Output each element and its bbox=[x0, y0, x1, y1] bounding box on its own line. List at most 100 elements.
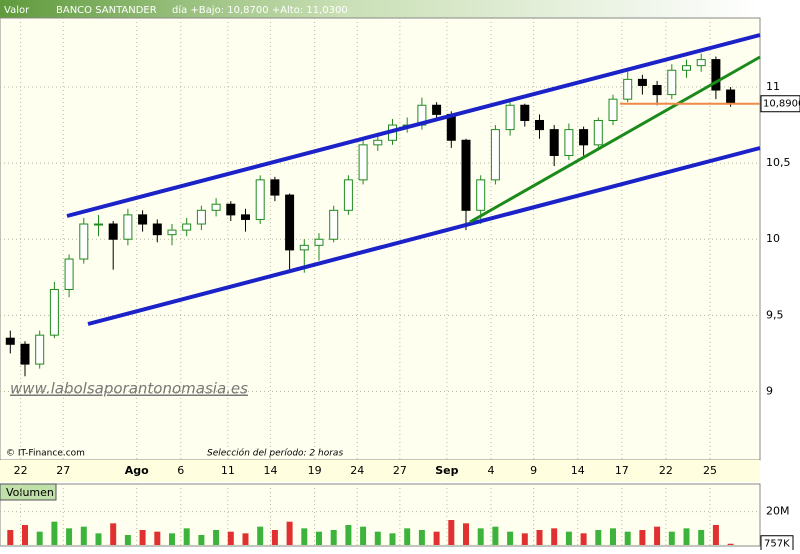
volume-bar bbox=[683, 528, 690, 545]
y-tick-label: 9,5 bbox=[766, 308, 784, 321]
volume-bar bbox=[448, 520, 455, 545]
volume-bar bbox=[624, 531, 631, 545]
y-tick-label: 11 bbox=[766, 80, 780, 93]
candle-body bbox=[93, 223, 103, 226]
volume-title: Volumen bbox=[6, 486, 54, 499]
candle-body bbox=[667, 69, 677, 96]
volume-bar bbox=[712, 525, 719, 545]
volume-bar bbox=[654, 526, 661, 545]
volume-bar bbox=[213, 530, 220, 545]
period: Selección del período: 2 horas bbox=[207, 448, 343, 459]
candle-body bbox=[108, 223, 118, 240]
x-tick-label: 22 bbox=[659, 464, 673, 477]
candle-body bbox=[681, 65, 691, 71]
candle-body bbox=[123, 214, 133, 240]
volume-bar bbox=[345, 525, 352, 545]
header-info: día +Bajo: 10,8700 +Alto: 11,0300 bbox=[172, 4, 348, 16]
volume-bar bbox=[698, 530, 705, 545]
volume-bar bbox=[7, 530, 14, 545]
x-tick-label: 19 bbox=[308, 464, 322, 477]
x-tick-label: 27 bbox=[393, 464, 407, 477]
candle-body bbox=[476, 179, 486, 211]
candle-body bbox=[299, 244, 309, 251]
candle-body bbox=[240, 214, 250, 220]
x-tick-label: 24 bbox=[350, 464, 364, 477]
x-axis-strip bbox=[0, 460, 760, 482]
candle-body bbox=[182, 223, 192, 231]
volume-bar bbox=[551, 528, 558, 545]
volume-bar bbox=[360, 526, 367, 545]
candle-body bbox=[64, 258, 74, 290]
volume-header bbox=[0, 483, 57, 501]
x-tick-label: 6 bbox=[177, 464, 184, 477]
candle-body bbox=[593, 119, 603, 146]
volume-bar bbox=[36, 531, 43, 545]
volume-bar bbox=[95, 533, 102, 545]
candle-body bbox=[285, 194, 295, 251]
trend-line bbox=[87, 146, 761, 326]
candle-body bbox=[167, 229, 177, 236]
y-tick-label: 10,5 bbox=[766, 156, 791, 169]
x-tick-label: 27 bbox=[56, 464, 70, 477]
volume-bar bbox=[389, 533, 396, 545]
candle-body bbox=[726, 89, 736, 105]
trend-lines bbox=[66, 33, 761, 326]
y-tick-label: 9 bbox=[766, 384, 773, 397]
volume-bar bbox=[242, 533, 249, 545]
volume-bar bbox=[80, 526, 87, 545]
candle-body bbox=[20, 343, 30, 365]
volume-bar bbox=[21, 525, 28, 545]
candle-body bbox=[49, 288, 59, 336]
volume-bar bbox=[418, 530, 425, 545]
candle-body bbox=[373, 139, 383, 146]
volume-bar bbox=[404, 528, 411, 545]
last-price-box bbox=[760, 95, 800, 113]
candle-body bbox=[358, 144, 368, 181]
candle-body bbox=[520, 104, 530, 121]
x-tick-label: 11 bbox=[221, 464, 235, 477]
candle-body bbox=[711, 59, 721, 91]
candle-body bbox=[226, 203, 236, 216]
header-bar bbox=[0, 0, 760, 18]
volume-bar bbox=[492, 526, 499, 545]
volume-bar bbox=[609, 528, 616, 545]
last-price-label: 10,8900 bbox=[763, 99, 800, 110]
candle-body bbox=[505, 104, 515, 131]
candle-body bbox=[314, 238, 324, 246]
x-tick-label: 22 bbox=[14, 464, 28, 477]
volume-bar bbox=[507, 531, 514, 545]
candle-body bbox=[270, 179, 280, 196]
candle-body bbox=[534, 119, 544, 131]
candle-body bbox=[579, 129, 589, 146]
candle-body bbox=[623, 78, 633, 100]
candle-body bbox=[343, 179, 353, 211]
candle-body bbox=[549, 129, 559, 157]
volume-bar bbox=[168, 533, 175, 545]
x-tick-label: Ago bbox=[125, 464, 149, 477]
volume-bar bbox=[477, 528, 484, 545]
volume-bar bbox=[595, 530, 602, 545]
volume-bar bbox=[257, 526, 264, 545]
volume-bar bbox=[536, 530, 543, 545]
x-tick-label: 14 bbox=[263, 464, 277, 477]
volume-bar bbox=[462, 523, 469, 545]
candle-body bbox=[255, 179, 265, 220]
candle-body bbox=[564, 129, 574, 157]
x-tick-label: 17 bbox=[615, 464, 629, 477]
volume-bar bbox=[374, 531, 381, 545]
volume-bar bbox=[580, 533, 587, 545]
candle-body bbox=[461, 139, 471, 211]
candle-body bbox=[5, 337, 15, 345]
volume-last-label: 757K bbox=[764, 539, 790, 550]
volume-bar bbox=[565, 531, 572, 545]
watermark: www.labolsaporantonomasia.es bbox=[10, 380, 248, 398]
header-name: BANCO SANTANDER bbox=[56, 5, 157, 16]
candle-body bbox=[196, 209, 206, 225]
volume-bar bbox=[271, 530, 278, 545]
volume-bar bbox=[227, 531, 234, 545]
candle-body bbox=[696, 59, 706, 67]
trend-line bbox=[66, 33, 761, 218]
candle-body bbox=[608, 98, 618, 121]
